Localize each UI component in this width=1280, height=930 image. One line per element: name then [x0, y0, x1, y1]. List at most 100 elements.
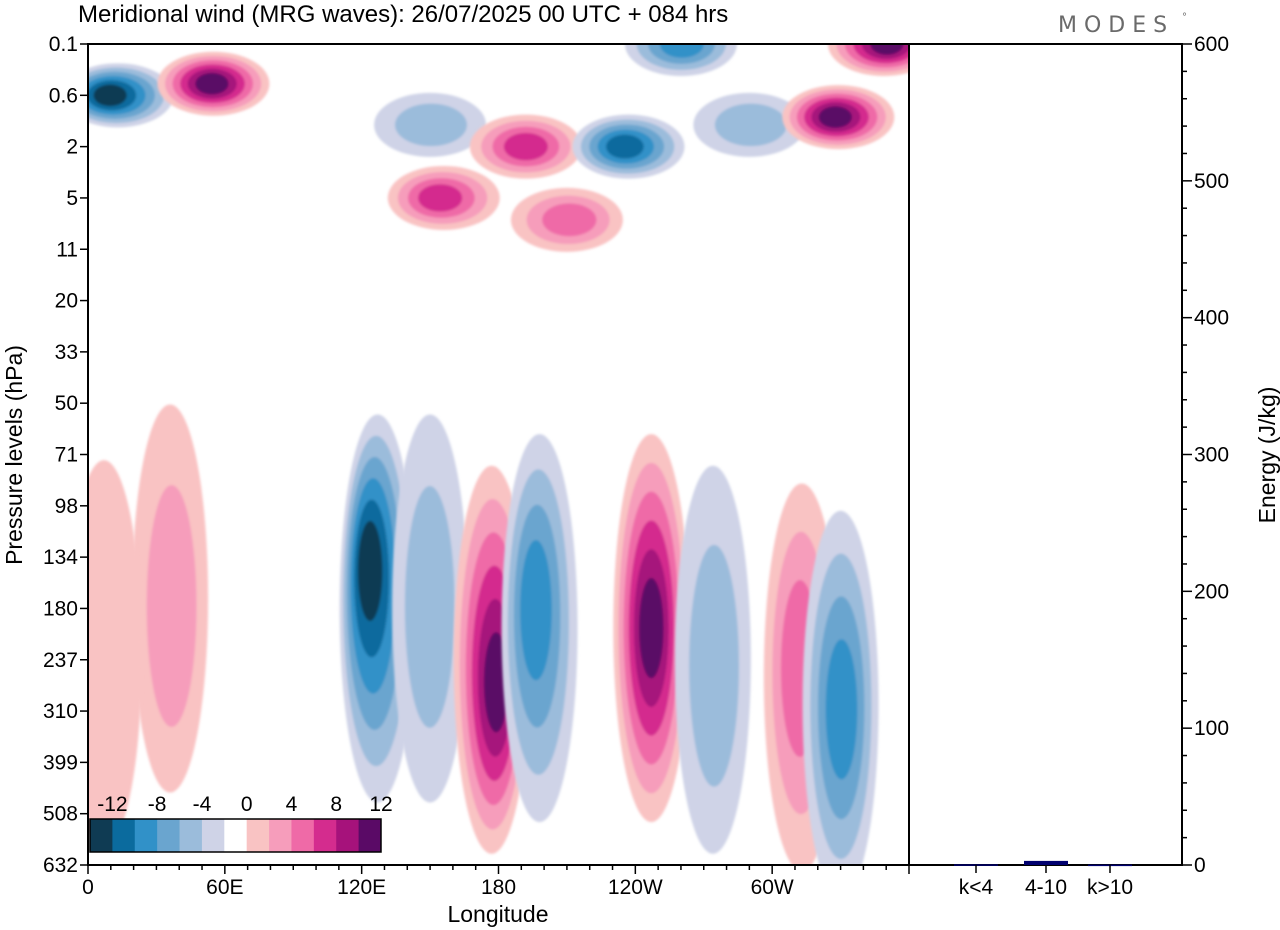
category-label: k>10 [1087, 876, 1133, 899]
y-tick-label: 310 [43, 700, 78, 723]
contour-band [639, 578, 664, 679]
contour-cell [510, 187, 623, 252]
contour-band [418, 184, 463, 212]
contour-cell [88, 63, 174, 128]
x-tick-label: 120W [608, 876, 663, 899]
colorbar-swatch [134, 819, 158, 852]
colorbar-label: -4 [193, 793, 212, 816]
y-tick-label: 508 [43, 803, 78, 826]
colorbar-label: 0 [241, 793, 253, 816]
category-label: 4-10 [1025, 876, 1067, 899]
contour-band [503, 132, 548, 161]
colorbar-swatch [157, 819, 181, 852]
contour-cell [827, 44, 909, 76]
contour-cell [88, 460, 142, 849]
contour-band [870, 44, 904, 55]
y-tick-label: 632 [43, 854, 78, 877]
energy-tick-label: 400 [1194, 307, 1229, 330]
contour-band [714, 103, 787, 147]
energy-tick-label: 200 [1194, 580, 1229, 603]
wavenumber-axis: k<4 4-10 k>10 [959, 865, 1133, 899]
contour-cell [674, 465, 751, 854]
contour-band [689, 544, 739, 787]
contour-field [88, 44, 909, 865]
contour-cell [387, 165, 500, 230]
energy-tick-label: 300 [1194, 444, 1229, 467]
energy-tick-label: 0 [1194, 854, 1206, 877]
contour-band [93, 84, 127, 107]
colorbar-swatch [90, 819, 113, 852]
energy-frame [908, 43, 1183, 866]
colorbar-label: 8 [330, 793, 342, 816]
energy-axis: 0 100 200 300 400 500 600 [1182, 33, 1229, 877]
contour-cell [693, 92, 806, 157]
y-tick-label: 237 [43, 649, 78, 672]
contour-cell [339, 414, 416, 803]
y-tick-label: 180 [43, 597, 78, 620]
colorbar-swatch [112, 819, 136, 852]
contour-cell [624, 44, 737, 76]
contour-cell [572, 114, 685, 179]
contour-cell [501, 434, 578, 823]
colorbar-label: -12 [97, 793, 127, 816]
y-tick-label: 134 [43, 546, 78, 569]
contour-band [146, 485, 197, 727]
contour-band [818, 106, 852, 128]
contour-band [606, 134, 644, 159]
contour-cell [132, 404, 209, 793]
colorbar-label: -8 [148, 793, 167, 816]
colorbar-label: 4 [286, 793, 298, 816]
chart-title: Meridional wind (MRG waves): 26/07/2025 … [78, 1, 728, 28]
contour-band [659, 44, 704, 58]
colorbar-swatch [336, 819, 360, 852]
contour-band [357, 520, 383, 621]
energy-panel: 0 100 200 300 400 500 600 k<4 4-10 k>10 Energy (… [908, 33, 1280, 899]
colorbar-legend: -12 -8 -4 0 4 8 12 [89, 793, 393, 853]
y-tick-label: 399 [43, 751, 78, 774]
y-axis-label: Pressure levels (hPa) [1, 345, 27, 565]
modes-logo: MODES [1058, 13, 1174, 38]
pressure-axis: 0.1 0.6 2 5 11 20 33 50 71 98 134 180 237 310 399 508 63… [43, 33, 88, 877]
colorbar-frame [89, 818, 382, 853]
y-tick-label: 20 [55, 290, 78, 313]
contour-band [542, 203, 597, 237]
x-tick-label: 60E [206, 876, 243, 899]
colorbar-swatch [291, 819, 315, 852]
contour-cell [613, 434, 690, 823]
contour-cell [374, 92, 487, 157]
x-tick-label: 180 [481, 876, 516, 899]
contour-band [404, 486, 455, 728]
y-tick-label: 71 [55, 444, 78, 467]
category-label: k<4 [959, 876, 994, 899]
contour-band [825, 639, 858, 780]
x-tick-label: 60W [751, 876, 794, 899]
energy-bar [1024, 860, 1068, 865]
contour-cell [469, 114, 582, 179]
contour-cell [782, 85, 895, 150]
modes-logo-mark: ° [1182, 12, 1187, 23]
longitude-axis: 0 60E 120E 180 120W 60W [82, 865, 910, 899]
contour-band [88, 460, 142, 849]
colorbar-swatch [246, 819, 270, 852]
colorbar-label: 12 [369, 793, 392, 816]
contour-band [394, 103, 467, 147]
colorbar-swatch [179, 819, 203, 852]
energy-tick-label: 600 [1194, 33, 1229, 56]
energy-tick-label: 500 [1194, 170, 1229, 193]
x-axis-label: Longitude [447, 901, 548, 927]
contour-cell [157, 51, 270, 116]
y-tick-label: 11 [56, 238, 78, 261]
y-tick-label: 0.6 [49, 84, 78, 107]
contour-cell [392, 414, 469, 803]
heatmap-panel: 0.1 0.6 2 5 11 20 33 50 71 98 134 180 237 310 399 508 63… [1, 33, 910, 927]
x-tick-label: 120E [337, 876, 386, 899]
y-tick-label: 50 [55, 392, 78, 415]
y-tick-label: 2 [66, 136, 78, 159]
y-tick-label: 0.1 [49, 33, 78, 56]
colorbar-swatch [224, 819, 248, 852]
colorbar-swatch [358, 819, 382, 852]
y-tick-label: 33 [55, 341, 78, 364]
contour-cell [802, 510, 879, 865]
energy-axis-label: Energy (J/kg) [1254, 387, 1280, 524]
